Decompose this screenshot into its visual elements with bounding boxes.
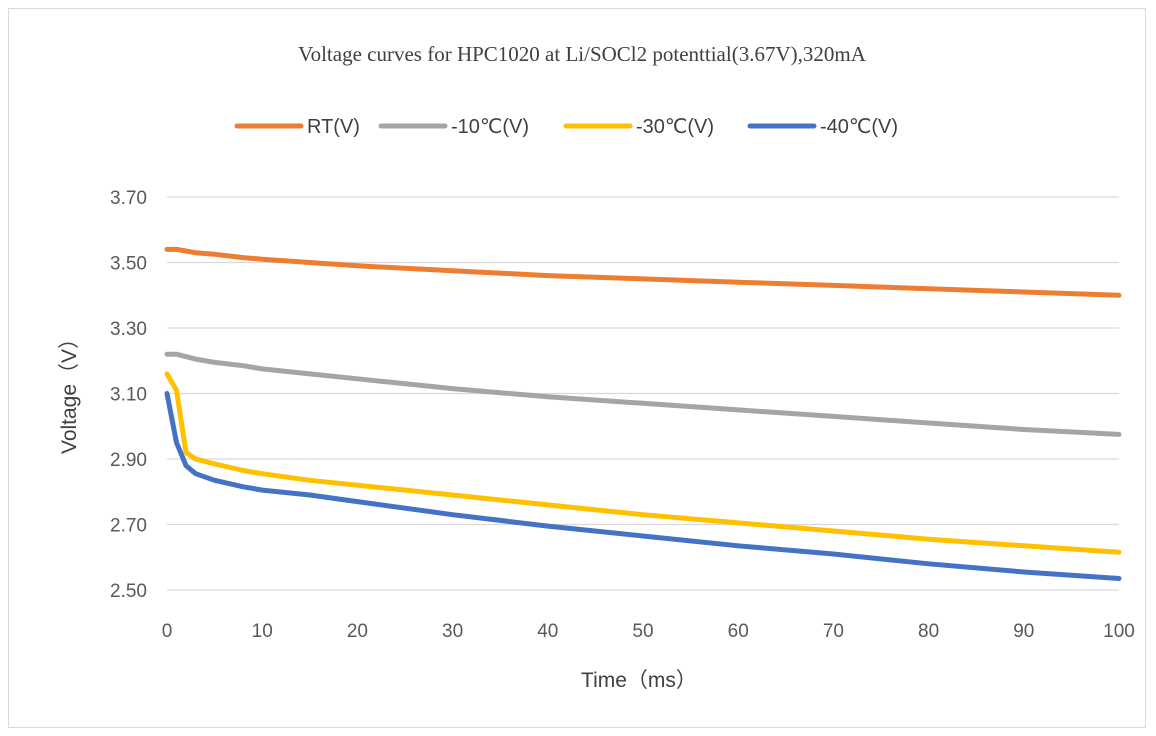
legend-label-2: -10℃(V) (451, 116, 529, 138)
gridlines (167, 196, 1119, 591)
y-tick-label: 3.10 (110, 385, 147, 406)
y-tick-label: 3.70 (110, 188, 147, 209)
x-tick-label: 90 (1013, 621, 1034, 642)
y-tick-label: 3.50 (110, 254, 147, 275)
series-line-3 (164, 371, 1122, 555)
x-tick-label: 60 (728, 621, 749, 642)
series-lines (164, 246, 1122, 581)
y-tick-label: 2.50 (110, 581, 147, 602)
legend-label-1: RT(V) (307, 116, 360, 138)
x-tick-label: 10 (252, 621, 273, 642)
y-axis-ticks: 2.50 2.70 2.90 3.10 3.30 3.50 3.70 (110, 188, 147, 602)
chart-frame: Voltage curves for HPC1020 at Li/SOCl2 p… (8, 8, 1146, 728)
x-tick-label: 80 (918, 621, 939, 642)
series-line-4 (164, 391, 1122, 581)
x-tick-label: 0 (162, 621, 173, 642)
x-axis-title: Time（ms） (581, 669, 697, 692)
x-axis-ticks: 0 10 20 30 40 50 60 70 80 90 100 (162, 621, 1135, 642)
legend-label-3: -30℃(V) (636, 116, 714, 138)
y-tick-label: 2.70 (110, 516, 147, 537)
y-tick-label: 2.90 (110, 450, 147, 471)
series-line-1 (164, 246, 1122, 298)
y-axis-title: Voltage（V） (58, 328, 81, 454)
legend-label-4: -40℃(V) (820, 116, 898, 138)
x-tick-label: 20 (347, 621, 368, 642)
x-tick-label: 40 (537, 621, 558, 642)
chart-title: Voltage curves for HPC1020 at Li/SOCl2 p… (298, 42, 867, 66)
y-tick-label: 3.30 (110, 319, 147, 340)
x-tick-label: 100 (1103, 621, 1135, 642)
x-tick-label: 30 (442, 621, 463, 642)
legend: RT(V) -10℃(V) -30℃(V) -40℃(V) (234, 116, 898, 138)
line-chart: Voltage curves for HPC1020 at Li/SOCl2 p… (58, 42, 1135, 692)
series-line-2 (164, 351, 1122, 437)
x-tick-label: 70 (823, 621, 844, 642)
x-tick-label: 50 (632, 621, 653, 642)
